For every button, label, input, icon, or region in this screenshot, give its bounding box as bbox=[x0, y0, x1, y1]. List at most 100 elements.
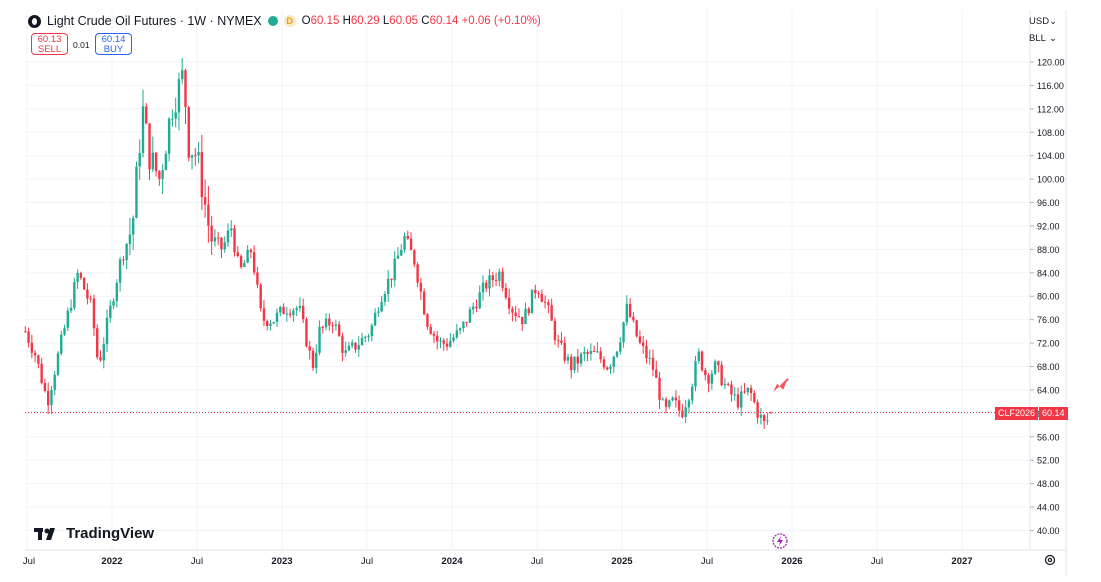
candle-body bbox=[184, 70, 187, 108]
chevron-down-icon: ⌄ bbox=[1049, 16, 1058, 27]
candle-body bbox=[726, 383, 730, 385]
candle-body bbox=[465, 321, 468, 323]
candle-body bbox=[713, 361, 717, 374]
candle-body bbox=[154, 152, 158, 172]
candle-body bbox=[275, 312, 279, 322]
y-tick-label: 112.00 bbox=[1037, 104, 1064, 114]
candle-body bbox=[151, 152, 154, 170]
candle-body bbox=[187, 107, 190, 158]
candle-body bbox=[534, 289, 537, 294]
candle-body bbox=[138, 153, 141, 167]
candle-body bbox=[115, 282, 119, 302]
tradingview-logo[interactable]: TradingView bbox=[34, 525, 154, 542]
y-tick-label: 72.00 bbox=[1037, 339, 1060, 349]
candle-body bbox=[471, 306, 475, 310]
candle-body bbox=[560, 340, 563, 343]
x-axis: Jul 2022 Jul 2023 Jul 2024 Jul 2025 Jul 2026 Jul 20… bbox=[23, 549, 1066, 567]
candle-body bbox=[197, 152, 200, 156]
candle-body bbox=[380, 301, 383, 312]
y-tick-label: 44.00 bbox=[1037, 503, 1060, 513]
candle-body bbox=[269, 323, 272, 326]
candle-body bbox=[661, 399, 664, 401]
candle-body bbox=[720, 364, 723, 386]
candle-body bbox=[305, 319, 308, 347]
currency-select[interactable]: USD ⌄ bbox=[1029, 16, 1058, 27]
candle-body bbox=[635, 320, 638, 337]
candle-body bbox=[344, 350, 347, 353]
candle-body bbox=[622, 322, 625, 343]
candle-body bbox=[445, 343, 449, 347]
candle-body bbox=[377, 311, 380, 313]
candle-body bbox=[63, 327, 66, 335]
symbol-header[interactable]: Light Crude Oil Futures · 1W · NYMEX D O… bbox=[28, 10, 541, 32]
candle-body bbox=[109, 305, 112, 318]
candle-body bbox=[432, 333, 436, 336]
candle-body bbox=[243, 262, 246, 268]
candle-body bbox=[681, 410, 684, 417]
candle-body bbox=[426, 314, 429, 327]
candle-body bbox=[259, 284, 262, 309]
y-tick-label: 92.00 bbox=[1037, 221, 1060, 231]
candle-body bbox=[164, 153, 168, 171]
candle-body bbox=[700, 351, 704, 371]
delayed-data-badge[interactable]: D bbox=[283, 15, 296, 27]
sell-label: SELL bbox=[37, 44, 62, 55]
candle-body bbox=[583, 351, 586, 354]
sell-button[interactable]: 60.13 SELL bbox=[31, 33, 68, 55]
candle-body bbox=[230, 228, 233, 231]
candle-body bbox=[540, 293, 544, 302]
candle-body bbox=[233, 228, 236, 253]
candle-body bbox=[246, 249, 249, 263]
candle-body bbox=[707, 375, 710, 384]
candle-body bbox=[599, 351, 602, 360]
candle-body bbox=[766, 420, 769, 422]
candle-body bbox=[112, 301, 115, 306]
buy-button[interactable]: 60.14 BUY bbox=[95, 33, 132, 55]
candle-body bbox=[125, 243, 128, 261]
candle-body bbox=[86, 289, 89, 299]
candle-body bbox=[73, 282, 76, 308]
candle-body bbox=[360, 337, 364, 346]
candle-body bbox=[249, 249, 253, 253]
candle-body bbox=[292, 310, 295, 316]
candle-body bbox=[383, 294, 387, 302]
candle-body bbox=[455, 330, 459, 338]
candle-body bbox=[501, 271, 504, 288]
candle-body bbox=[252, 252, 256, 273]
candle-body bbox=[341, 336, 344, 353]
candle-body bbox=[69, 307, 73, 311]
candle-body bbox=[756, 402, 759, 418]
candle-body bbox=[723, 383, 727, 386]
candle-body bbox=[521, 316, 524, 325]
candle-body bbox=[409, 238, 413, 251]
settings-icon[interactable] bbox=[1044, 554, 1056, 566]
candle-body bbox=[485, 282, 488, 289]
candle-body bbox=[468, 309, 472, 323]
candle-body bbox=[619, 342, 622, 352]
candle-body bbox=[239, 255, 243, 268]
candle-body bbox=[550, 305, 553, 321]
candle-body bbox=[266, 320, 269, 326]
symbol-title[interactable]: Light Crude Oil Futures · 1W · NYMEX bbox=[47, 14, 262, 28]
candle-body bbox=[298, 306, 302, 309]
candle-body bbox=[671, 397, 674, 401]
candle-body bbox=[736, 394, 740, 408]
candle-body bbox=[190, 155, 194, 158]
x-tick-label: Jul bbox=[531, 556, 543, 567]
candle-body bbox=[43, 383, 47, 391]
candle-body bbox=[547, 302, 550, 306]
brand-name: TradingView bbox=[66, 525, 155, 542]
unit-select[interactable]: BLL ⌄ bbox=[1029, 33, 1057, 44]
candle-body bbox=[334, 324, 338, 326]
candle-body bbox=[416, 264, 419, 283]
candle-body bbox=[452, 337, 455, 341]
candle-body bbox=[56, 353, 60, 375]
candle-body bbox=[161, 170, 164, 179]
y-tick-label: 76.00 bbox=[1037, 315, 1060, 325]
candle-body bbox=[458, 328, 462, 331]
candle-body bbox=[488, 275, 491, 289]
candle-body bbox=[553, 320, 557, 341]
lightning-icon[interactable] bbox=[772, 533, 788, 549]
